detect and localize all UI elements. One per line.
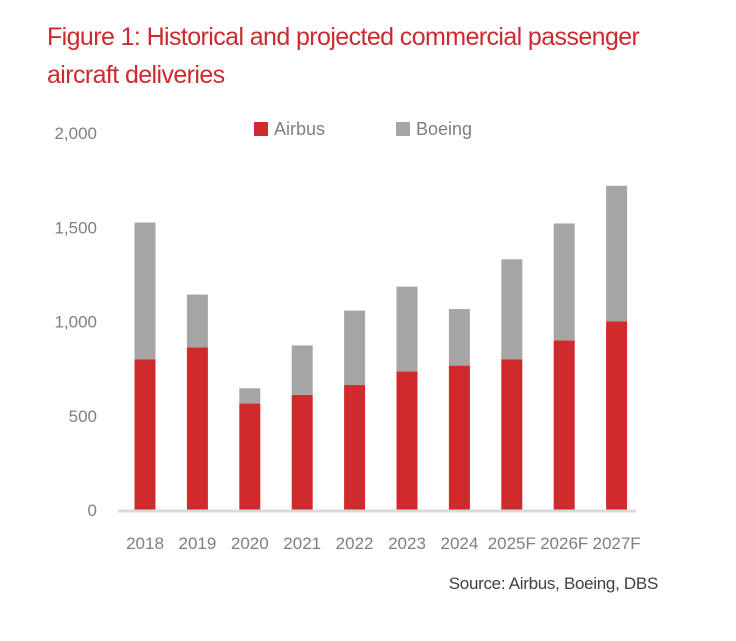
x-tick-label: 2018 [126, 534, 164, 553]
x-axis-ticks: 2018 2019 2020 2021 2022 2023 2024 2025F 2026F 20… [126, 534, 641, 553]
y-tick-label: 500 [69, 407, 97, 426]
legend-swatch-boeing [396, 122, 410, 136]
x-tick-label: 2021 [283, 534, 321, 553]
x-tick-label: 2024 [440, 534, 478, 553]
bar-boeing-2024 [448, 309, 470, 366]
bar-airbus-2024 [448, 365, 470, 510]
y-axis-ticks: 0 500 1,000 1,500 2,000 [54, 124, 97, 520]
bar-airbus-2021 [291, 394, 313, 510]
y-tick-label: 1,500 [54, 218, 97, 237]
bar-airbus-2022 [344, 385, 366, 510]
y-tick-label: 1,000 [54, 313, 97, 332]
bar-airbus-2023 [396, 371, 418, 510]
bar-boeing-2023 [396, 286, 418, 372]
bar-boeing-2021 [291, 345, 313, 395]
bar-airbus-2020 [239, 403, 261, 510]
bar-airbus-2019 [186, 347, 208, 510]
bar-boeing-2019 [186, 294, 208, 348]
x-tick-label: 2026F [540, 534, 588, 553]
bar-boeing-2026f [553, 223, 575, 341]
source-note: Source: Airbus, Boeing, DBS [448, 574, 659, 593]
bar-boeing-2018 [134, 222, 156, 360]
bar-airbus-2026f [553, 340, 575, 510]
bar-boeing-2027f [606, 185, 628, 322]
x-tick-label: 2023 [388, 534, 426, 553]
legend-label-airbus: Airbus [274, 119, 325, 139]
bars [134, 185, 628, 510]
bar-airbus-2025f [501, 359, 523, 510]
bar-boeing-2025f [501, 259, 523, 360]
x-tick-label: 2019 [178, 534, 216, 553]
x-tick-label: 2027F [592, 534, 640, 553]
bar-airbus-2018 [134, 359, 156, 510]
y-tick-label: 2,000 [54, 124, 97, 143]
x-tick-label: 2022 [336, 534, 374, 553]
legend: Airbus Boeing [254, 119, 472, 139]
legend-label-boeing: Boeing [416, 119, 472, 139]
y-tick-label: 0 [88, 501, 97, 520]
bar-boeing-2020 [239, 388, 261, 404]
x-tick-label: 2020 [231, 534, 269, 553]
bar-boeing-2022 [344, 310, 366, 386]
bar-airbus-2027f [606, 321, 628, 510]
chart-title: Figure 1: Historical and projected comme… [47, 23, 640, 89]
legend-swatch-airbus [254, 122, 268, 136]
x-tick-label: 2025F [488, 534, 536, 553]
